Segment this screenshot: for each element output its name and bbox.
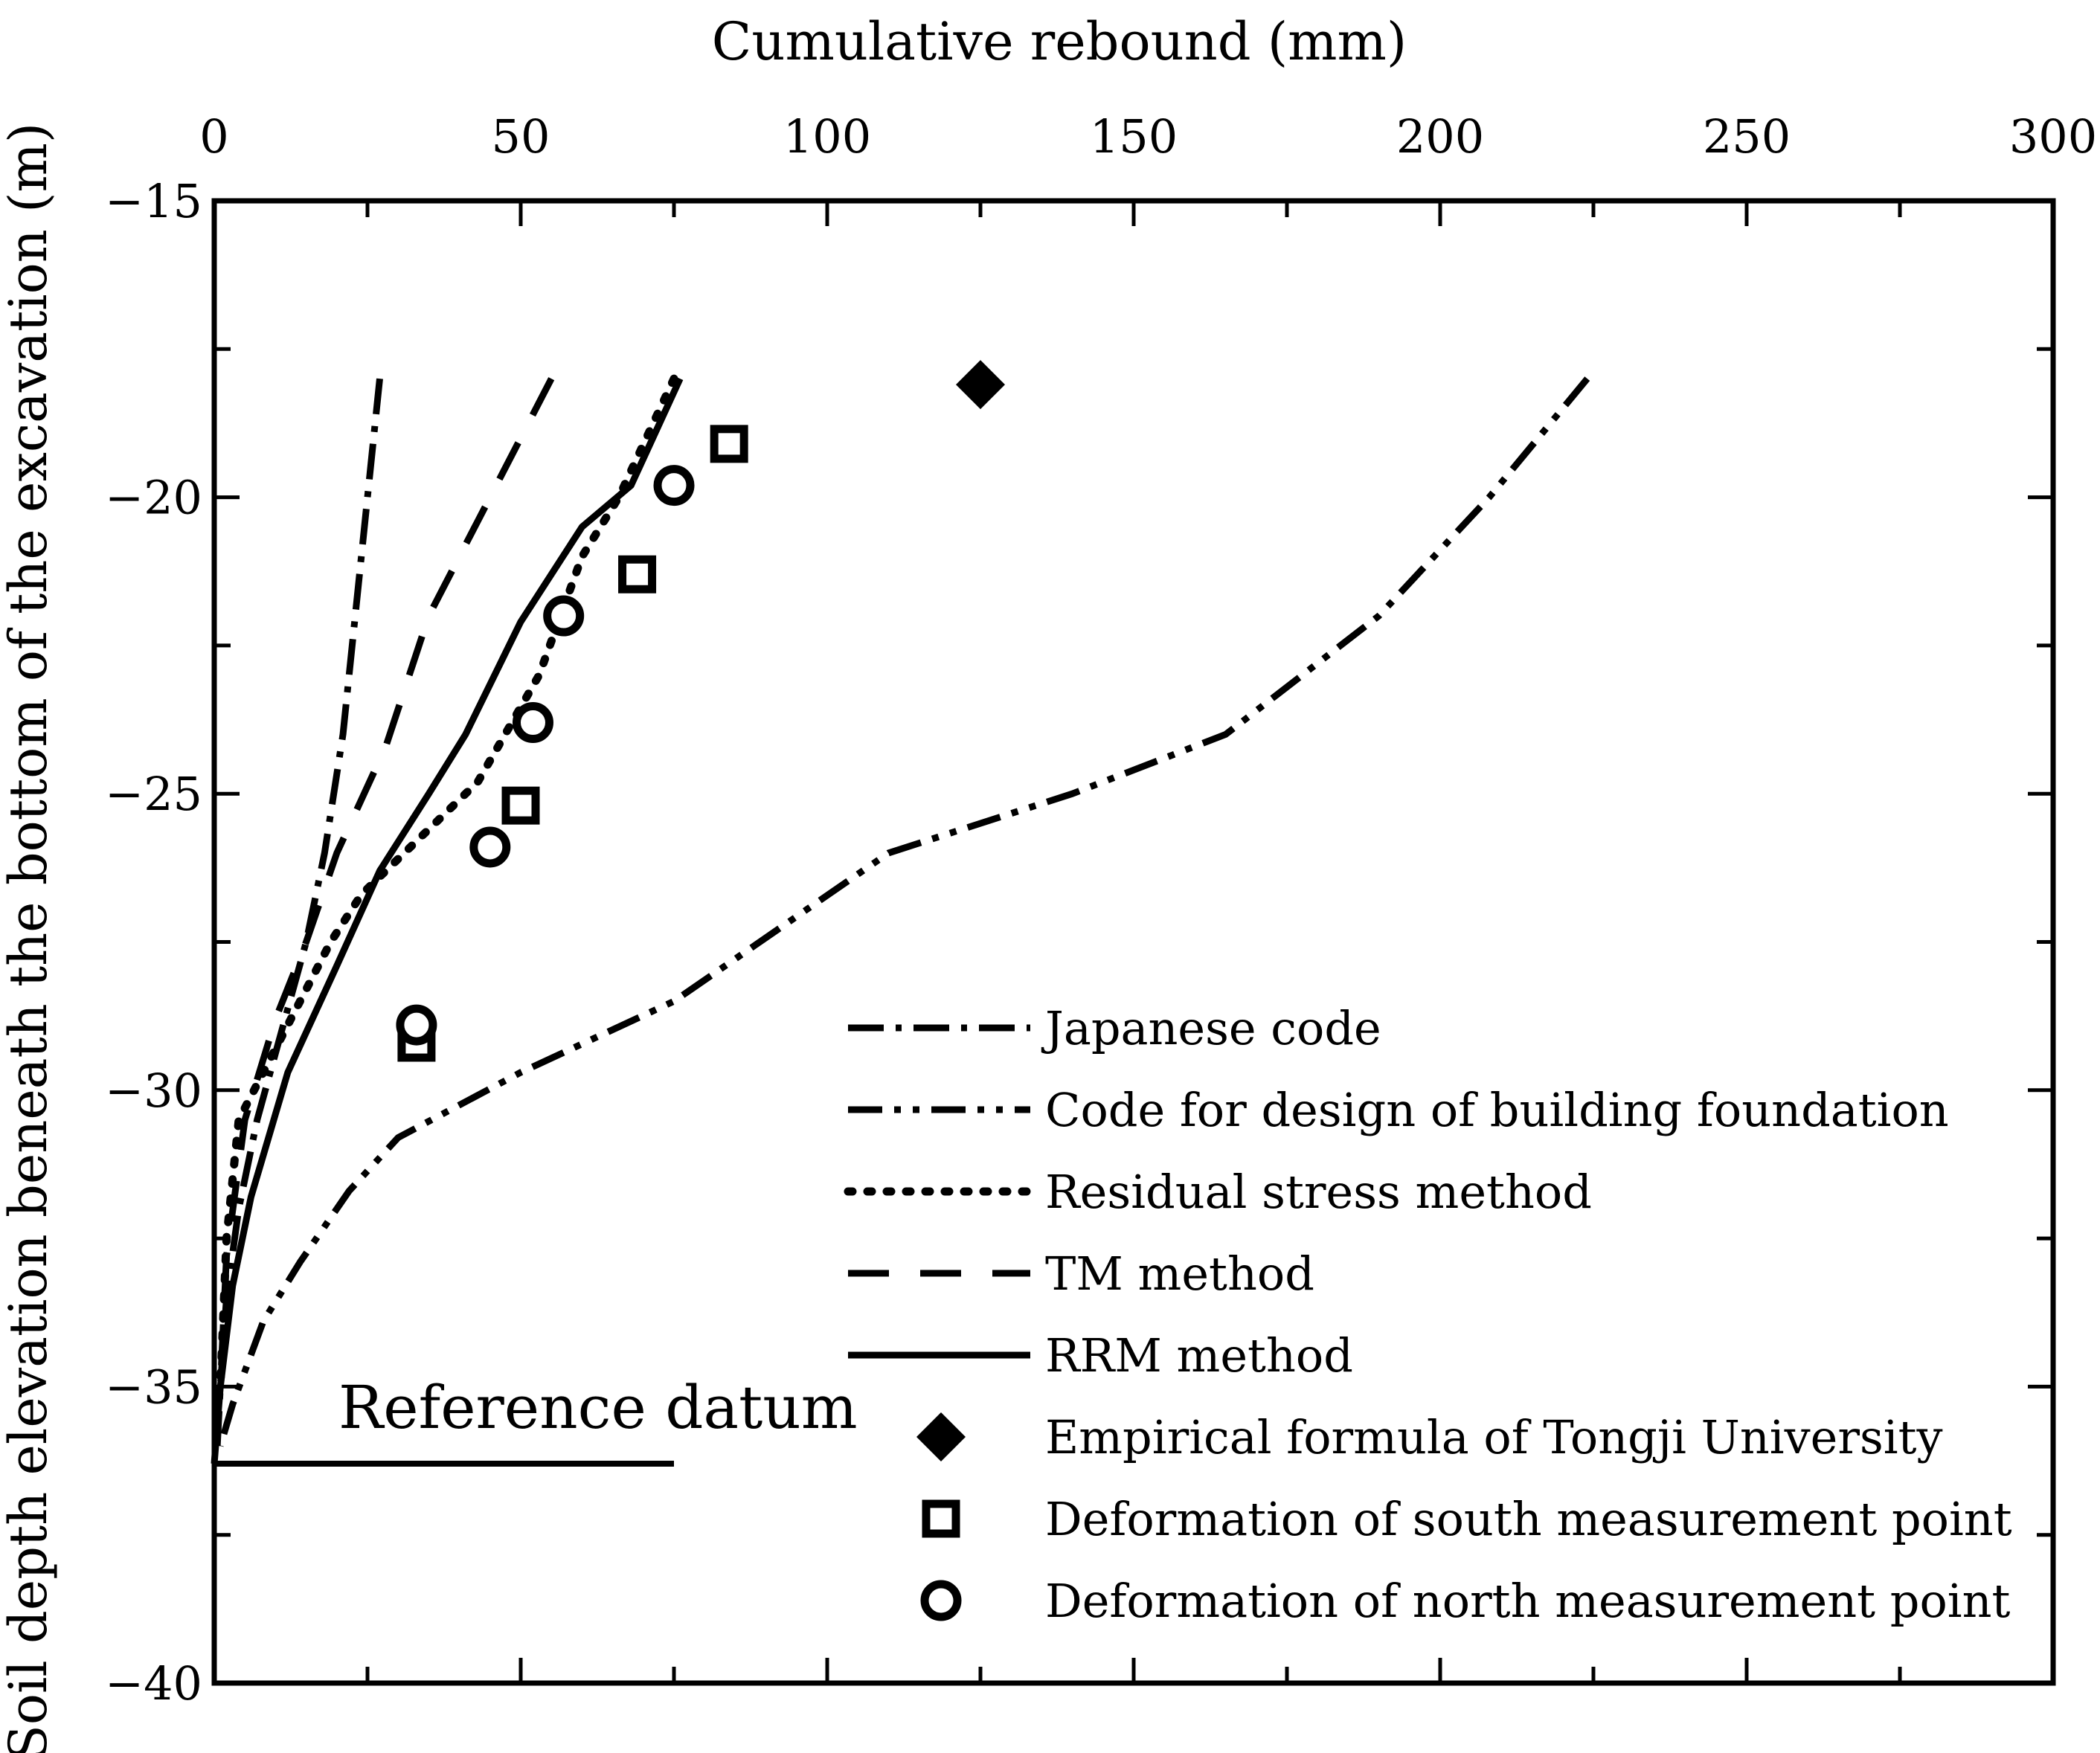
y-tick-label: −35	[105, 1360, 202, 1414]
series-deformation-of-north-measurement-point-point	[543, 595, 585, 637]
axis-ticks: 0 50 100 150 200 250 300 −15 −20 −25 −30 −35 −40	[105, 109, 2097, 1711]
legend-deformation-of-north-measurement-point-swatch	[920, 1580, 962, 1621]
reference-datum-label: Reference datum	[338, 1373, 858, 1442]
series-deformation-of-south-measurement-point-point	[618, 555, 657, 594]
x-tick-label: 150	[1090, 109, 1178, 164]
legend-deformation-of-north-measurement-point-label: Deformation of north measurement point	[1045, 1574, 2011, 1628]
series-japanese-code-line	[213, 378, 383, 1447]
series-empirical-formula-of-tongji-university-point	[956, 360, 1005, 410]
reference-datum-annotation: Reference datum	[214, 1373, 858, 1467]
x-tick-label: 300	[2009, 109, 2097, 164]
series-deformation-of-north-measurement-point-point	[512, 702, 553, 744]
legend-empirical-formula-of-tongji-university-label: Empirical formula of Tongji University	[1045, 1410, 1943, 1464]
series-deformation-of-north-measurement-point-point	[653, 465, 695, 506]
series-tm-method-line	[216, 377, 555, 1387]
legend-tm-method-label: TM method	[1045, 1247, 1314, 1301]
x-tick-label: 250	[1703, 109, 1791, 164]
legend-residual-stress-method-label: Residual stress method	[1045, 1165, 1592, 1219]
y-tick-label: −40	[105, 1656, 202, 1711]
series-rrm-method-line	[211, 377, 684, 1464]
plot-area	[211, 360, 1590, 1464]
legend-deformation-of-south-measurement-point-label: Deformation of south measurement point	[1045, 1492, 2012, 1546]
series-code-for-design-of-building-foundation-line	[216, 376, 1590, 1447]
x-axis-title: Cumulative rebound (mm)	[712, 11, 1407, 72]
series-deformation-of-north-measurement-point-point	[469, 826, 511, 868]
series-deformation-of-south-measurement-point-point	[501, 786, 540, 825]
series-deformation-of-north-measurement-point-point	[396, 1004, 437, 1046]
legend-deformation-of-south-measurement-point-swatch	[922, 1499, 960, 1538]
legend: Japanese code Code for design of building…	[844, 1001, 2012, 1628]
series-deformation-of-south-measurement-point-point	[710, 425, 748, 463]
x-tick-label: 100	[783, 109, 871, 164]
legend-japanese-code-label: Japanese code	[1041, 1001, 1381, 1055]
legend-empirical-formula-of-tongji-university-swatch	[916, 1412, 966, 1461]
legend-rrm-method-label: RRM method	[1045, 1328, 1353, 1383]
y-tick-label: −30	[105, 1064, 202, 1118]
x-tick-label: 200	[1396, 109, 1484, 164]
x-tick-label: 0	[199, 109, 228, 164]
y-tick-label: −15	[105, 174, 202, 228]
y-tick-label: −20	[105, 471, 202, 525]
legend-code-for-design-of-building-foundation-label: Code for design of building foundation	[1045, 1083, 1949, 1137]
x-tick-label: 50	[492, 109, 550, 164]
y-tick-label: −25	[105, 767, 202, 821]
series-residual-stress-method-line	[216, 374, 678, 1391]
y-axis-title: Soil depth elevation beneath the bottom …	[0, 123, 59, 1753]
